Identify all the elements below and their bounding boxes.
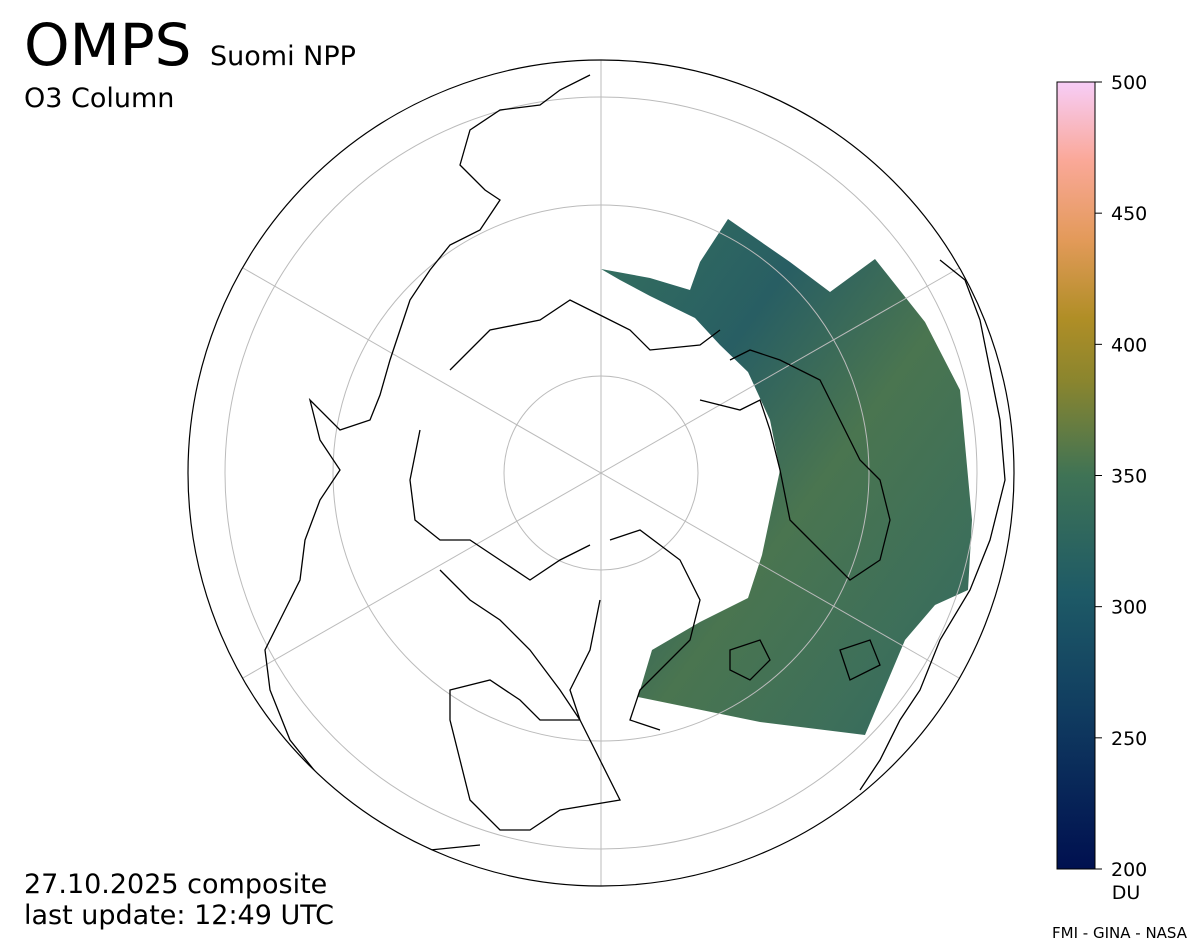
graticule [224,60,978,886]
colorbar-tick-label: 300 [1111,597,1147,619]
credit: FMI - GINA - NASA [1052,924,1188,942]
colorbar-tick-label: 450 [1111,203,1147,225]
colorbar-tick-label: 350 [1111,466,1147,488]
subtitle: Suomi NPP [210,41,356,72]
map [224,60,1006,886]
colorbar-tick-label: 200 [1111,859,1147,881]
date: 27.10.2025 composite [24,869,327,900]
colorbar-tick-label: 400 [1111,334,1147,356]
map-border [187,59,1015,887]
colorbar-tick-label: 250 [1111,728,1147,750]
update: last update: 12:49 UTC [24,900,334,931]
product: O3 Column [24,83,174,114]
colorbar-unit: DU [1112,882,1141,904]
coastlines [264,74,1006,851]
ozone-swath [601,219,972,735]
colorbar-tick-label: 500 [1111,72,1147,94]
title: OMPS [24,11,192,79]
colorbar [1056,81,1096,870]
